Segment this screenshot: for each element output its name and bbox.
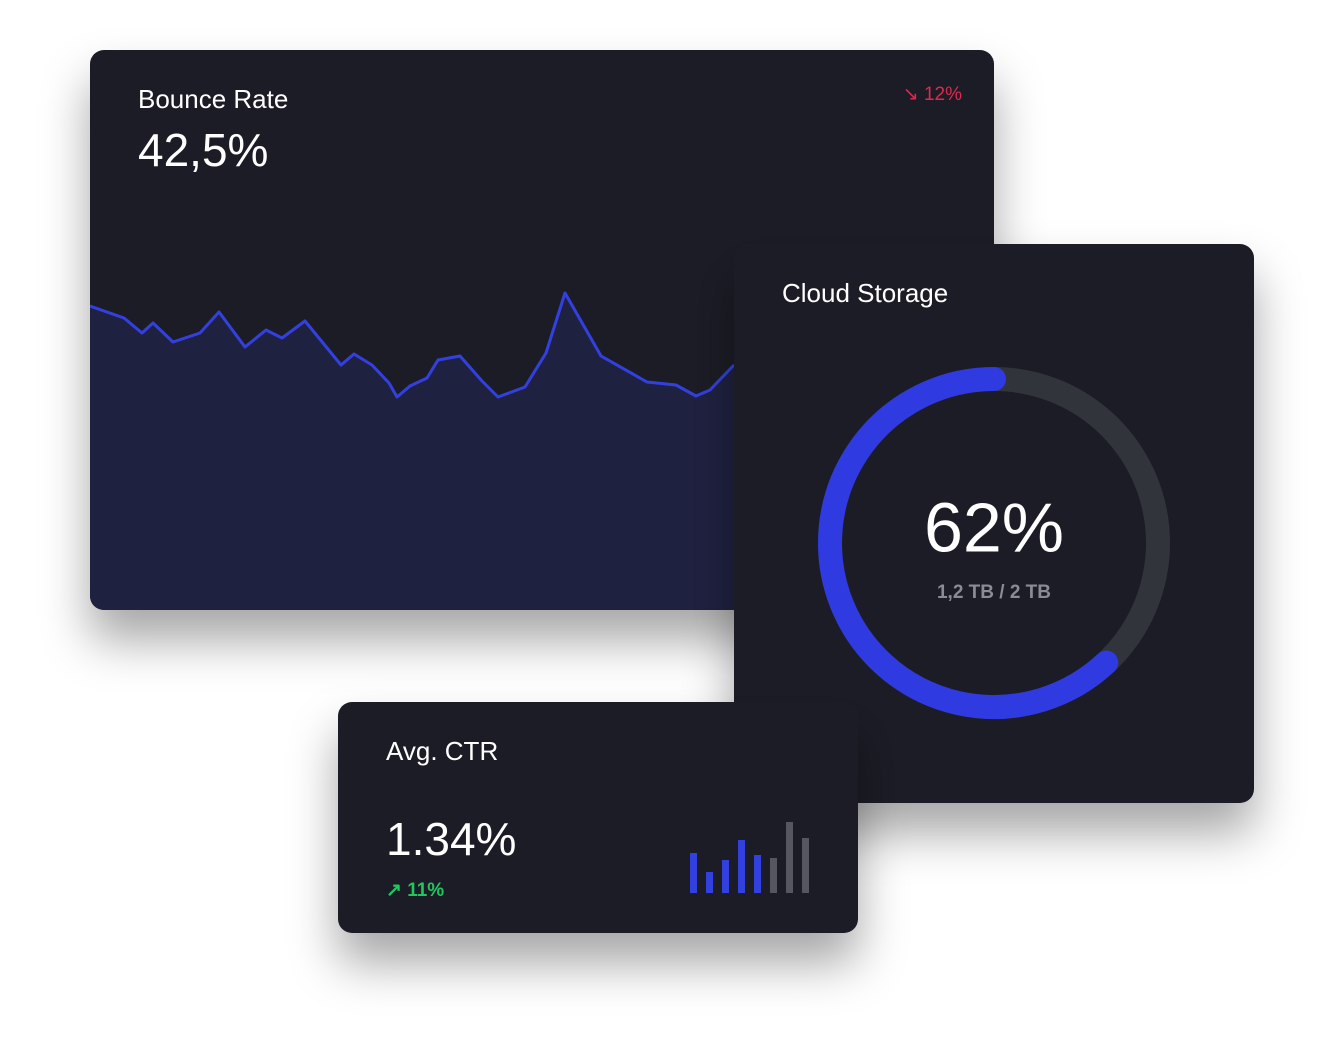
storage-card: Cloud Storage 62% 1,2 TB / 2 TB: [734, 244, 1254, 803]
card-bg: [734, 244, 1254, 803]
bar: [786, 822, 793, 893]
line: [90, 291, 994, 399]
detail: 1,2 TB / 2 TB: [937, 582, 1051, 603]
change: ↗ 11%: [386, 880, 444, 901]
bar-chart: [690, 822, 809, 893]
card-title: Bounce Rate: [138, 84, 288, 114]
bar: [770, 858, 777, 893]
card-title: Cloud Storage: [782, 278, 948, 308]
bar: [722, 860, 729, 893]
ctr-card: Avg. CTR 1.34% ↗ 11%: [338, 702, 858, 933]
bar: [802, 838, 809, 893]
card-value: 1.34%: [386, 813, 516, 865]
ring-chart: [818, 367, 1170, 719]
bar: [754, 855, 761, 893]
card-title: Avg. CTR: [386, 736, 498, 766]
ring-value: 62%: [924, 488, 1064, 566]
card-value: 42,5%: [138, 124, 268, 176]
ring-arc: [818, 367, 1119, 719]
bar: [706, 872, 713, 893]
bar: [738, 840, 745, 893]
change: ↘ 12%: [903, 84, 962, 105]
bar: [690, 853, 697, 893]
